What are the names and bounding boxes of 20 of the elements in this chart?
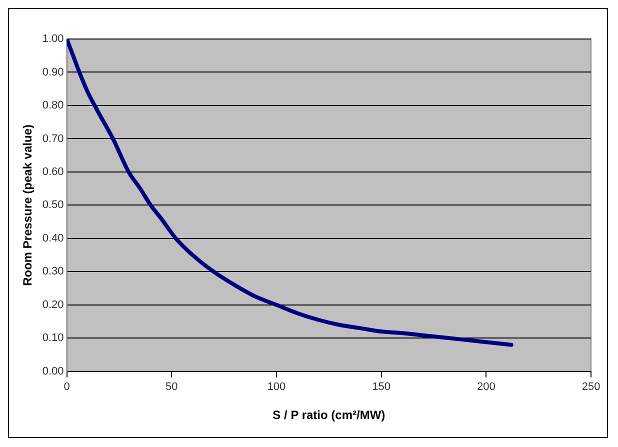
y-tick-label: 0.00 [42,365,64,378]
y-tick-label: 0.60 [42,166,64,178]
x-tick-label: 200 [476,381,496,394]
x-tick-label: 0 [64,381,70,394]
x-tick-label: 250 [582,381,600,394]
y-tick-label: 1.00 [42,33,64,46]
x-tick-label: 100 [267,381,286,394]
line-series [66,39,514,347]
x-axis-title: S / P ratio (cm²/MW) [272,408,386,422]
y-tick-label: 0.80 [42,100,64,112]
x-tick-label: 50 [166,381,178,394]
y-tick-label: 0.50 [42,199,64,212]
y-tick-label: 0.20 [42,298,64,311]
x-tick-label: 150 [372,381,391,394]
y-tick-label: 0.70 [42,132,64,145]
y-tick-label: 0.90 [42,66,64,78]
y-axis-title: Room Pressure (peak value) [20,124,35,286]
y-tick-label: 0.40 [42,232,64,244]
y-tick-label: 0.10 [42,332,64,344]
y-tick-label: 0.30 [42,266,64,278]
